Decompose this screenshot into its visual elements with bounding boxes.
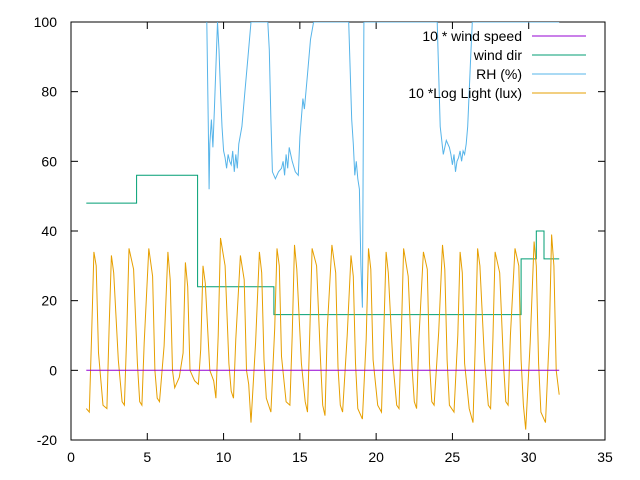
y-tick-label: 80 [41, 84, 57, 100]
plot-frame [70, 21, 606, 441]
legend-label-rh: RH (%) [476, 66, 522, 82]
series-line-rh [206, 22, 560, 308]
legend: 10 * wind speed wind dir RH (%) 10 *Log Lig… [408, 28, 586, 101]
x-tick-label: 0 [67, 449, 75, 465]
x-tick-label: 25 [445, 449, 461, 465]
x-tick-label: 20 [368, 449, 384, 465]
y-tick-label: 40 [41, 223, 57, 239]
axis-tick-labels: 0 5 10 15 20 25 30 35 -20 0 20 40 60 80 100 [34, 14, 613, 465]
legend-label-10-wind-speed: 10 * wind speed [422, 28, 522, 44]
y-tick-label: 60 [41, 153, 57, 169]
series-layer [85, 22, 560, 430]
y-tick-label: 100 [34, 14, 58, 30]
x-tick-label: 10 [216, 449, 232, 465]
x-tick-label: 5 [143, 449, 151, 465]
legend-label-10-log-light-lux: 10 *Log Light (lux) [408, 85, 522, 101]
x-tick-label: 15 [292, 449, 308, 465]
y-tick-label: -20 [37, 432, 57, 448]
y-tick-label: 20 [41, 293, 57, 309]
x-tick-label: 30 [521, 449, 537, 465]
axis-ticks [70, 21, 606, 441]
x-tick-label: 35 [597, 449, 613, 465]
series-line-wind-dir [86, 174, 560, 316]
y-tick-label: 0 [49, 362, 57, 378]
series-line-10-log-light-lux [85, 234, 560, 430]
legend-label-wind-dir: wind dir [473, 47, 523, 63]
